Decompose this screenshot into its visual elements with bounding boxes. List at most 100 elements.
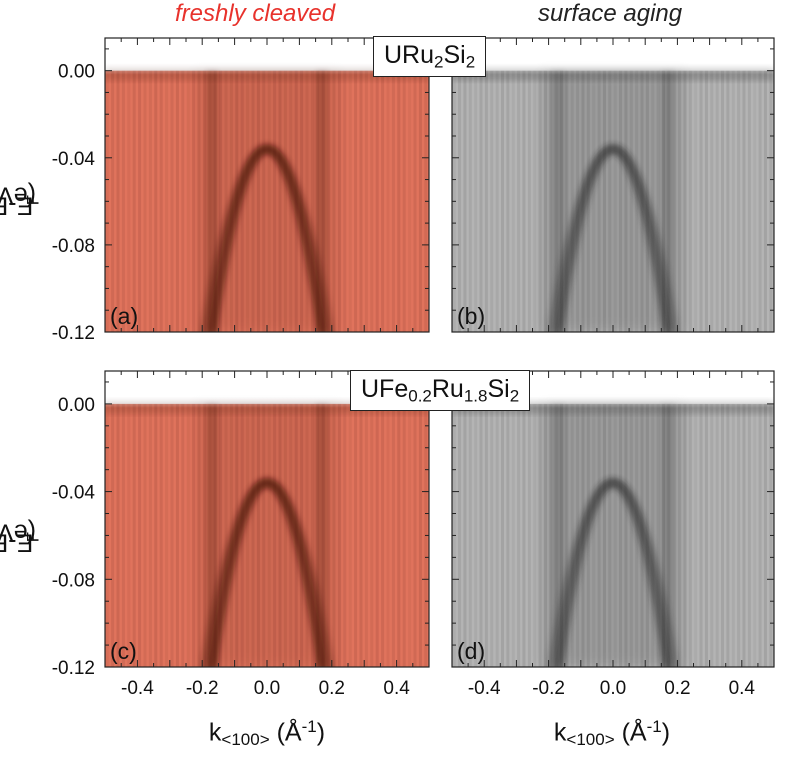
intensity-streak [715, 70, 719, 332]
intensity-streak [538, 70, 542, 332]
panel-label: (b) [457, 303, 485, 329]
intensity-streak [354, 403, 358, 667]
intensity-streak [468, 403, 472, 667]
intensity-streak [192, 70, 196, 332]
intensity-streak [186, 70, 190, 332]
intensity-streak [533, 70, 537, 332]
panel-b-intensity [452, 38, 774, 332]
intensity-streak [359, 70, 363, 332]
intensity-streak [474, 70, 478, 332]
xlabel-right: k<100> (Å-1) [553, 717, 671, 749]
intensity-streak [143, 70, 147, 332]
intensity-streak [132, 70, 136, 332]
intensity-streak [517, 70, 521, 332]
intensity-streak [737, 403, 741, 667]
intensity-streak [694, 403, 698, 667]
col-title-aged: surface aging [538, 0, 683, 27]
intensity-streak [683, 70, 687, 332]
y-tick-label: -0.04 [52, 149, 96, 170]
intensity-streak [731, 70, 735, 332]
intensity-streak [742, 70, 746, 332]
y-tick-label: -0.08 [52, 570, 95, 591]
intensity-streak [533, 403, 537, 667]
panel-label: (a) [110, 303, 138, 329]
intensity-streak [710, 70, 714, 332]
x-tick-label: -0.2 [186, 678, 219, 699]
intensity-streak [348, 70, 352, 332]
intensity-streak [704, 70, 708, 332]
panel-label: (d) [457, 638, 485, 664]
intensity-streak [375, 70, 379, 332]
intensity-streak [354, 70, 358, 332]
x-tick-label: 0.2 [664, 678, 690, 699]
intensity-streak [181, 70, 185, 332]
intensity-streak [343, 70, 347, 332]
intensity-streak [370, 70, 374, 332]
intensity-streak [721, 70, 725, 332]
intensity-streak [737, 70, 741, 332]
intensity-streak [511, 70, 515, 332]
intensity-streak [418, 70, 422, 332]
intensity-streak [181, 403, 185, 667]
intensity-streak [381, 403, 385, 667]
intensity-streak [506, 403, 510, 667]
band-vertical [661, 70, 674, 332]
intensity-streak [758, 403, 762, 667]
intensity-streak [474, 403, 478, 667]
intensity-streak [408, 403, 412, 667]
intensity-streak [484, 403, 488, 667]
intensity-streak [397, 70, 401, 332]
intensity-streak [175, 403, 179, 667]
intensity-streak [138, 403, 142, 667]
intensity-streak [688, 70, 692, 332]
band-vertical [552, 403, 565, 667]
intensity-streak [397, 403, 401, 667]
band-vertical [316, 70, 329, 332]
intensity-streak [370, 403, 374, 667]
intensity-streak [121, 70, 125, 332]
intensity-streak [364, 70, 368, 332]
intensity-streak [121, 403, 125, 667]
intensity-streak [159, 70, 163, 332]
intensity-streak [159, 403, 163, 667]
intensity-streak [402, 403, 406, 667]
band-vertical [316, 403, 329, 667]
intensity-streak [490, 403, 494, 667]
y-tick-label: -0.12 [52, 323, 95, 344]
intensity-streak [364, 403, 368, 667]
y-tick-label: -0.12 [52, 658, 95, 679]
intensity-streak [165, 403, 169, 667]
intensity-streak [348, 403, 352, 667]
panel-ticks [104, 371, 430, 668]
intensity-streak [386, 403, 390, 667]
intensity-streak [763, 403, 767, 667]
intensity-streak [116, 403, 120, 667]
xlabel-left: k<100> (Å-1) [208, 717, 326, 749]
intensity-streak [527, 403, 531, 667]
compound-label-uru2si2: URu2Si2 [373, 36, 487, 77]
intensity-streak [479, 403, 483, 667]
intensity-streak [500, 403, 504, 667]
intensity-streak [111, 70, 115, 332]
intensity-streak [186, 403, 190, 667]
y-tick-label: -0.08 [52, 236, 95, 257]
intensity-streak [127, 403, 131, 667]
band-vertical [661, 403, 674, 667]
intensity-streak [484, 70, 488, 332]
intensity-streak [522, 403, 526, 667]
intensity-streak [132, 403, 136, 667]
intensity-streak [165, 70, 169, 332]
intensity-streak [148, 70, 152, 332]
intensity-streak [418, 403, 422, 667]
x-tick-label: 0.4 [383, 678, 410, 699]
intensity-streak [343, 403, 347, 667]
intensity-streak [154, 403, 158, 667]
intensity-streak [747, 403, 751, 667]
intensity-streak [726, 70, 730, 332]
intensity-streak [127, 70, 131, 332]
x-tick-label: 0.0 [600, 678, 626, 699]
intensity-streak [413, 403, 417, 667]
intensity-streak [170, 403, 174, 667]
intensity-streak [747, 70, 751, 332]
intensity-streak [170, 70, 174, 332]
